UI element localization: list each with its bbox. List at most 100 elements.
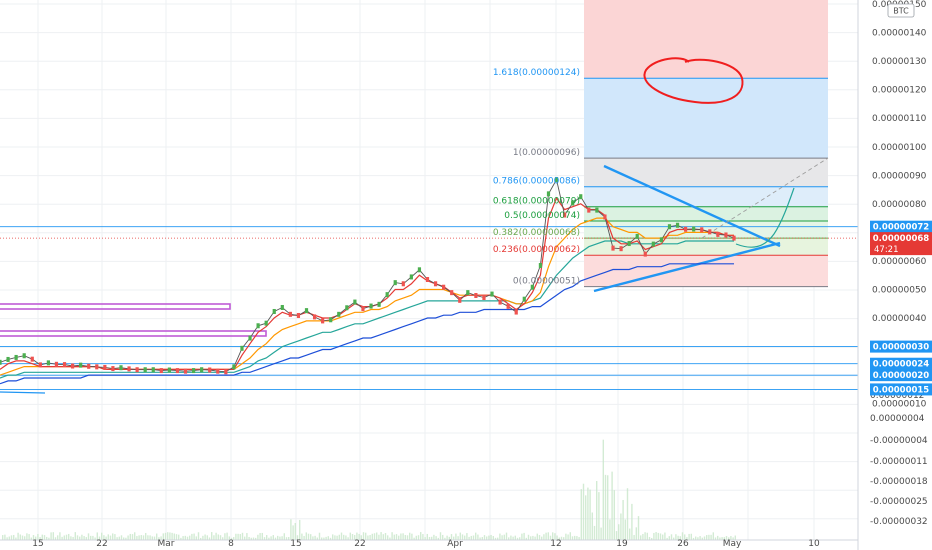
price-point[interactable] xyxy=(611,245,615,251)
dashed-projection-line[interactable] xyxy=(701,157,829,239)
price-point[interactable] xyxy=(22,353,26,359)
price-point[interactable] xyxy=(546,191,551,197)
short-blue-line[interactable] xyxy=(0,391,46,394)
price-point[interactable] xyxy=(490,291,494,297)
rectangle-drawing-1[interactable] xyxy=(0,303,231,310)
price-point[interactable] xyxy=(530,284,534,290)
price-point[interactable] xyxy=(345,305,349,311)
price-point[interactable] xyxy=(248,335,252,341)
price-point[interactable] xyxy=(579,194,583,200)
price-point[interactable] xyxy=(135,367,139,373)
price-point[interactable] xyxy=(159,368,163,374)
price-point[interactable] xyxy=(288,311,292,317)
currency-badge[interactable]: BTC xyxy=(887,3,915,18)
price-point[interactable] xyxy=(95,364,99,370)
price-point[interactable] xyxy=(216,368,220,374)
price-point[interactable] xyxy=(417,267,422,273)
price-point[interactable] xyxy=(425,277,430,283)
price-point[interactable] xyxy=(377,301,381,307)
price-point[interactable] xyxy=(62,362,67,368)
price-point[interactable] xyxy=(595,207,599,213)
price-point[interactable] xyxy=(619,246,623,252)
price-point[interactable] xyxy=(724,232,728,238)
price-point[interactable] xyxy=(224,369,228,375)
price-point[interactable] xyxy=(79,362,83,368)
price-point[interactable] xyxy=(458,297,462,303)
price-point[interactable] xyxy=(191,368,196,374)
price-point[interactable] xyxy=(506,303,510,309)
projection-path[interactable] xyxy=(735,187,795,248)
price-point[interactable] xyxy=(450,290,454,296)
price-point[interactable] xyxy=(732,235,736,241)
price-point[interactable] xyxy=(46,360,50,366)
price-point[interactable] xyxy=(151,367,155,373)
price-point[interactable] xyxy=(635,233,639,239)
price-point[interactable] xyxy=(603,214,607,220)
price-point[interactable] xyxy=(684,226,688,232)
price-point[interactable] xyxy=(312,314,317,320)
price-point[interactable] xyxy=(667,224,672,230)
price-point[interactable] xyxy=(554,177,559,183)
price-point[interactable] xyxy=(296,312,301,318)
price-point[interactable] xyxy=(538,263,543,269)
price-point[interactable] xyxy=(119,365,123,371)
price-point[interactable] xyxy=(232,364,236,370)
price-point[interactable] xyxy=(353,299,357,305)
price-point[interactable] xyxy=(651,241,655,247)
price-point[interactable] xyxy=(401,281,405,287)
price-point[interactable] xyxy=(6,356,10,362)
price-point[interactable] xyxy=(692,226,696,232)
price-point[interactable] xyxy=(264,320,268,326)
price-point[interactable] xyxy=(522,296,526,302)
price-point[interactable] xyxy=(474,292,478,298)
price-point[interactable] xyxy=(563,212,567,218)
price-point[interactable] xyxy=(700,227,704,233)
price-point[interactable] xyxy=(200,367,204,373)
price-point[interactable] xyxy=(708,229,712,235)
price-axis[interactable]: 0.000001500.000001400.000001300.00000120… xyxy=(857,0,932,550)
price-point[interactable] xyxy=(127,366,131,372)
triangle-upper-trendline[interactable] xyxy=(603,164,781,248)
price-point[interactable] xyxy=(675,222,680,228)
red-circle-annotation[interactable] xyxy=(643,57,744,104)
price-point[interactable] xyxy=(272,308,276,314)
price-point[interactable] xyxy=(256,323,260,329)
price-point[interactable] xyxy=(30,356,34,362)
price-point[interactable] xyxy=(329,317,333,323)
price-point[interactable] xyxy=(385,292,389,298)
price-point[interactable] xyxy=(361,306,365,312)
price-point[interactable] xyxy=(143,367,147,373)
price-point[interactable] xyxy=(0,359,2,365)
drawings[interactable] xyxy=(0,57,829,394)
price-point[interactable] xyxy=(183,368,188,374)
triangle-lower-trendline[interactable] xyxy=(593,241,781,293)
price-point[interactable] xyxy=(240,345,244,351)
price-point[interactable] xyxy=(87,363,91,369)
price-point[interactable] xyxy=(111,366,115,372)
price-point[interactable] xyxy=(659,237,664,243)
price-point[interactable] xyxy=(627,241,631,247)
rectangle-drawing-2[interactable] xyxy=(0,330,267,337)
price-point[interactable] xyxy=(571,200,575,206)
price-point[interactable] xyxy=(716,231,720,237)
price-point[interactable] xyxy=(433,281,438,287)
price-point[interactable] xyxy=(103,364,107,370)
price-point[interactable] xyxy=(167,367,171,373)
price-point[interactable] xyxy=(38,362,42,368)
price-point[interactable] xyxy=(442,284,446,290)
price-point[interactable] xyxy=(70,363,75,369)
price-point[interactable] xyxy=(175,368,180,374)
price-point[interactable] xyxy=(54,361,59,367)
price-point[interactable] xyxy=(304,308,309,314)
price-point[interactable] xyxy=(369,303,373,309)
price-point[interactable] xyxy=(466,290,470,296)
price-point[interactable] xyxy=(409,274,413,280)
price-point[interactable] xyxy=(321,318,325,324)
price-point[interactable] xyxy=(14,354,18,360)
price-point[interactable] xyxy=(643,251,647,257)
price-point[interactable] xyxy=(498,299,502,305)
price-point[interactable] xyxy=(208,367,212,373)
price-point[interactable] xyxy=(482,294,486,300)
price-point[interactable] xyxy=(587,207,591,213)
